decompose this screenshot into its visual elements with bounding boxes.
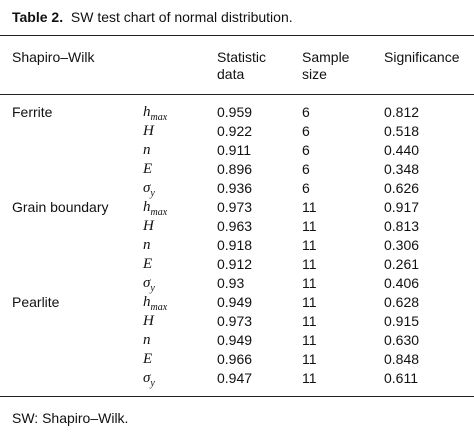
variable-symbol: E — [143, 256, 153, 272]
header-rule — [0, 94, 474, 95]
column-header: Sample size — [302, 49, 350, 82]
variable: E — [143, 351, 152, 368]
table-title: Table 2. SW test chart of normal distrib… — [12, 9, 293, 26]
significance-cell: 0.611 — [384, 370, 418, 386]
significance-cell: 0.630 — [384, 332, 420, 348]
variable-symbol: E — [143, 161, 153, 177]
sample-size-cell: 11 — [302, 294, 317, 310]
sample-size-cell: 6 — [302, 142, 310, 158]
variable-subscript: y — [150, 283, 155, 294]
variable: n — [143, 332, 151, 349]
variable: H — [143, 218, 154, 235]
sample-size-cell: 11 — [302, 313, 317, 329]
variable-symbol: n — [143, 237, 151, 253]
variable-symbol: H — [143, 218, 154, 234]
significance-cell: 0.812 — [384, 104, 420, 120]
variable: E — [143, 161, 152, 178]
significance-cell: 0.406 — [384, 275, 420, 291]
significance-cell: 0.518 — [384, 123, 420, 139]
variable-subscript: max — [150, 112, 168, 123]
variable: σy — [143, 275, 155, 297]
variable-symbol: E — [143, 351, 153, 367]
footnote: SW: Shapiro–Wilk. — [12, 410, 129, 426]
variable-symbol: h — [143, 294, 151, 310]
significance-cell: 0.348 — [384, 161, 420, 177]
variable: hmax — [143, 104, 167, 126]
variable: E — [143, 256, 152, 273]
column-header: Statistic data — [217, 49, 267, 82]
sample-size-cell: 6 — [302, 123, 310, 139]
variable: n — [143, 237, 151, 254]
variable: H — [143, 123, 154, 140]
group-label: Pearlite — [12, 294, 60, 310]
variable-symbol: n — [143, 142, 151, 158]
variable-symbol: σ — [143, 180, 151, 196]
significance-cell: 0.628 — [384, 294, 420, 310]
variable: hmax — [143, 294, 167, 316]
significance-cell: 0.626 — [384, 180, 420, 196]
statistic-cell: 0.963 — [217, 218, 253, 234]
column-header: Shapiro–Wilk — [12, 49, 95, 65]
sample-size-cell: 11 — [302, 218, 317, 234]
variable: H — [143, 313, 154, 330]
sample-size-cell: 6 — [302, 161, 310, 177]
statistic-cell: 0.896 — [217, 161, 253, 177]
variable: n — [143, 142, 151, 159]
significance-cell: 0.848 — [384, 351, 420, 367]
sample-size-cell: 11 — [302, 237, 317, 253]
variable-symbol: σ — [143, 370, 151, 386]
statistic-cell: 0.918 — [217, 237, 253, 253]
statistic-cell: 0.966 — [217, 351, 253, 367]
significance-cell: 0.261 — [384, 256, 420, 272]
variable-subscript: y — [150, 378, 155, 389]
statistic-cell: 0.912 — [217, 256, 253, 272]
table-caption: SW test chart of normal distribution. — [70, 9, 293, 25]
statistic-cell: 0.911 — [217, 142, 251, 158]
group-label: Grain boundary — [12, 199, 109, 215]
variable-symbol: σ — [143, 275, 151, 291]
sample-size-cell: 6 — [302, 180, 310, 196]
variable-subscript: max — [150, 302, 168, 313]
variable-subscript: y — [150, 188, 155, 199]
group-label: Ferrite — [12, 104, 53, 120]
statistic-cell: 0.93 — [217, 275, 245, 291]
sample-size-cell: 11 — [302, 256, 317, 272]
bottom-rule — [0, 396, 474, 397]
significance-cell: 0.813 — [384, 218, 420, 234]
sample-size-cell: 6 — [302, 104, 310, 120]
significance-cell: 0.440 — [384, 142, 420, 158]
significance-cell: 0.306 — [384, 237, 420, 253]
statistic-cell: 0.949 — [217, 294, 253, 310]
sample-size-cell: 11 — [302, 351, 317, 367]
variable-symbol: H — [143, 313, 154, 329]
statistic-cell: 0.973 — [217, 199, 253, 215]
statistic-cell: 0.922 — [217, 123, 253, 139]
variable-symbol: H — [143, 123, 154, 139]
sample-size-cell: 11 — [302, 199, 317, 215]
variable-symbol: h — [143, 199, 151, 215]
sample-size-cell: 11 — [302, 370, 317, 386]
statistic-cell: 0.973 — [217, 313, 253, 329]
statistic-cell: 0.936 — [217, 180, 253, 196]
variable-symbol: h — [143, 104, 151, 120]
variable: hmax — [143, 199, 167, 221]
statistic-cell: 0.959 — [217, 104, 253, 120]
variable: σy — [143, 180, 155, 202]
variable-subscript: max — [150, 207, 168, 218]
significance-cell: 0.915 — [384, 313, 420, 329]
sample-size-cell: 11 — [302, 275, 317, 291]
top-rule — [0, 35, 474, 36]
variable-symbol: n — [143, 332, 151, 348]
column-header: Significance — [384, 49, 460, 65]
statistic-cell: 0.947 — [217, 370, 253, 386]
statistic-cell: 0.949 — [217, 332, 253, 348]
table-label: Table 2. — [12, 9, 64, 25]
variable: σy — [143, 370, 155, 392]
sample-size-cell: 11 — [302, 332, 317, 348]
significance-cell: 0.917 — [384, 199, 420, 215]
